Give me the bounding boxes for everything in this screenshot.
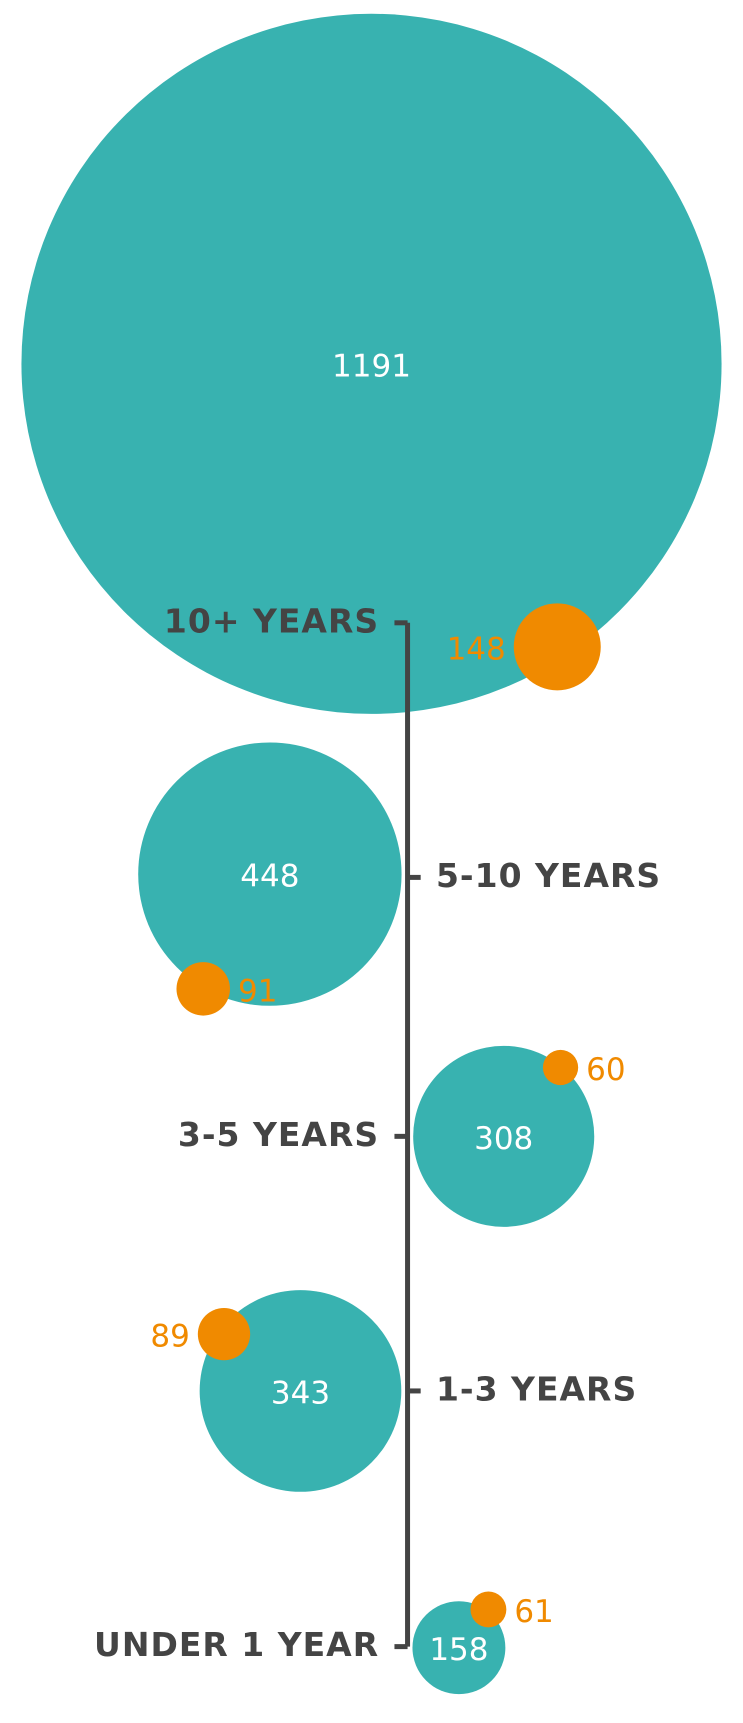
bubble (21, 13, 722, 714)
bubble (197, 1307, 251, 1361)
bubble-label: 60 (586, 1052, 625, 1088)
category-label: 3-5 YEARS (178, 1115, 379, 1154)
category-label: 10+ YEARS (164, 601, 379, 640)
category-label: 1-3 YEARS (436, 1369, 637, 1408)
bubble-label: 308 (474, 1121, 533, 1157)
bubble-label: 158 (429, 1632, 488, 1668)
bubble-label: 91 (238, 973, 277, 1009)
category-label: UNDER 1 YEAR (94, 1625, 379, 1664)
bubble-label: 448 (240, 859, 299, 895)
bubble (176, 962, 230, 1016)
bubble (513, 603, 601, 691)
bubble (542, 1049, 579, 1086)
bubble-label: 89 (150, 1319, 189, 1355)
bubble-label: 148 (447, 631, 506, 667)
bubble (199, 1290, 402, 1492)
category-label: 5-10 YEARS (436, 856, 661, 895)
bubble-label: 1191 (332, 348, 411, 384)
bubble (470, 1591, 507, 1628)
bubble-label: 343 (271, 1375, 330, 1411)
bubble (138, 742, 402, 1006)
bubble (413, 1045, 595, 1227)
bubble-label: 61 (514, 1594, 553, 1630)
